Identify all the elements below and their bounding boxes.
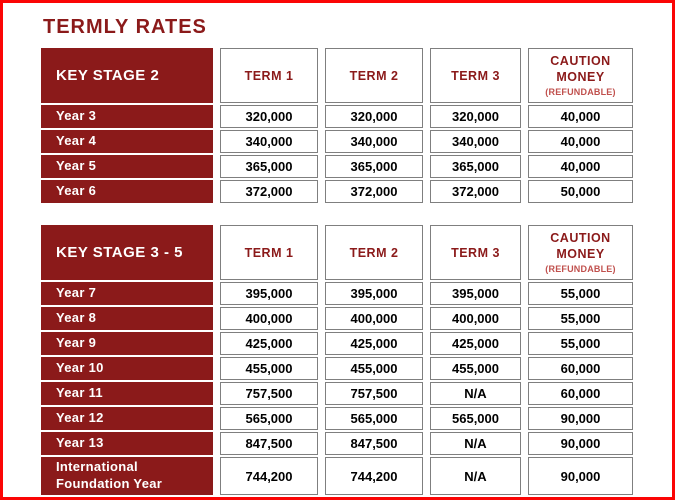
term1-fee-value: 847,500 bbox=[220, 432, 318, 455]
term2-fee-value: 455,000 bbox=[325, 357, 423, 380]
caution-money-value: 60,000 bbox=[528, 357, 633, 380]
caution-money-title: CAUTION MONEY bbox=[550, 54, 611, 84]
term-header: TERM 3 bbox=[430, 48, 521, 103]
term-header: TERM 2 bbox=[325, 48, 423, 103]
term1-fee-value: 425,000 bbox=[220, 332, 318, 355]
term2-fee-value: 395,000 bbox=[325, 282, 423, 305]
key-stage-3-5-table: KEY STAGE 3 - 5 TERM 1 TERM 2 TERM 3 CAUTION… bbox=[41, 225, 672, 495]
term-header: TERM 1 bbox=[220, 225, 318, 280]
term3-fee-value: 400,000 bbox=[430, 307, 521, 330]
caution-money-header: CAUTION MONEY (REFUNDABLE) bbox=[528, 225, 633, 280]
year-row-label: Year 12 bbox=[41, 407, 213, 430]
caution-money-value: 55,000 bbox=[528, 332, 633, 355]
term3-fee-value: 320,000 bbox=[430, 105, 521, 128]
year-row-label: Year 3 bbox=[41, 105, 213, 128]
caution-money-value: 60,000 bbox=[528, 382, 633, 405]
key-stage-header: KEY STAGE 3 - 5 bbox=[41, 225, 213, 280]
year-row-label: Year 4 bbox=[41, 130, 213, 153]
term2-fee-value: 847,500 bbox=[325, 432, 423, 455]
page-title: TERMLY RATES bbox=[43, 16, 207, 38]
term2-fee-value: 757,500 bbox=[325, 382, 423, 405]
caution-money-value: 40,000 bbox=[528, 105, 633, 128]
term1-fee-value: 340,000 bbox=[220, 130, 318, 153]
term1-fee-value: 744,200 bbox=[220, 457, 318, 495]
key-stage-header: KEY STAGE 2 bbox=[41, 48, 213, 103]
year-row-label: Year 9 bbox=[41, 332, 213, 355]
year-row-label: Year 8 bbox=[41, 307, 213, 330]
year-row-label: Year 11 bbox=[41, 382, 213, 405]
term-header: TERM 2 bbox=[325, 225, 423, 280]
caution-money-value: 50,000 bbox=[528, 180, 633, 203]
term2-fee-value: 320,000 bbox=[325, 105, 423, 128]
caution-money-header: CAUTION MONEY (REFUNDABLE) bbox=[528, 48, 633, 103]
year-row-label: Year 13 bbox=[41, 432, 213, 455]
term3-fee-value: 340,000 bbox=[430, 130, 521, 153]
term2-fee-value: 372,000 bbox=[325, 180, 423, 203]
caution-money-value: 40,000 bbox=[528, 130, 633, 153]
term2-fee-value: 565,000 bbox=[325, 407, 423, 430]
term3-fee-value: 455,000 bbox=[430, 357, 521, 380]
term3-fee-value: 395,000 bbox=[430, 282, 521, 305]
term3-fee-value: 565,000 bbox=[430, 407, 521, 430]
term3-fee-value: 365,000 bbox=[430, 155, 521, 178]
term1-fee-value: 365,000 bbox=[220, 155, 318, 178]
term1-fee-value: 455,000 bbox=[220, 357, 318, 380]
term3-fee-value: N/A bbox=[430, 382, 521, 405]
term1-fee-value: 320,000 bbox=[220, 105, 318, 128]
caution-money-value: 90,000 bbox=[528, 407, 633, 430]
term1-fee-value: 757,500 bbox=[220, 382, 318, 405]
term-header: TERM 3 bbox=[430, 225, 521, 280]
term2-fee-value: 425,000 bbox=[325, 332, 423, 355]
term1-fee-value: 395,000 bbox=[220, 282, 318, 305]
caution-money-value: 40,000 bbox=[528, 155, 633, 178]
year-row-label: Year 5 bbox=[41, 155, 213, 178]
caution-money-value: 90,000 bbox=[528, 432, 633, 455]
year-row-label: Year 7 bbox=[41, 282, 213, 305]
caution-money-value: 90,000 bbox=[528, 457, 633, 495]
year-row-label: Year 10 bbox=[41, 357, 213, 380]
term1-fee-value: 372,000 bbox=[220, 180, 318, 203]
term2-fee-value: 340,000 bbox=[325, 130, 423, 153]
caution-money-value: 55,000 bbox=[528, 307, 633, 330]
caution-money-value: 55,000 bbox=[528, 282, 633, 305]
term2-fee-value: 400,000 bbox=[325, 307, 423, 330]
term2-fee-value: 744,200 bbox=[325, 457, 423, 495]
term3-fee-value: N/A bbox=[430, 457, 521, 495]
term1-fee-value: 400,000 bbox=[220, 307, 318, 330]
term3-fee-value: N/A bbox=[430, 432, 521, 455]
term1-fee-value: 565,000 bbox=[220, 407, 318, 430]
caution-refundable-note: (REFUNDABLE) bbox=[545, 86, 616, 97]
term-header: TERM 1 bbox=[220, 48, 318, 103]
year-row-label: Year 6 bbox=[41, 180, 213, 203]
caution-money-title: CAUTION MONEY bbox=[550, 231, 611, 261]
term3-fee-value: 372,000 bbox=[430, 180, 521, 203]
year-row-label: International Foundation Year bbox=[41, 457, 213, 495]
term2-fee-value: 365,000 bbox=[325, 155, 423, 178]
key-stage-2-table: KEY STAGE 2 TERM 1 TERM 2 TERM 3 CAUTION MON… bbox=[41, 48, 672, 203]
caution-refundable-note: (REFUNDABLE) bbox=[545, 263, 616, 274]
term3-fee-value: 425,000 bbox=[430, 332, 521, 355]
